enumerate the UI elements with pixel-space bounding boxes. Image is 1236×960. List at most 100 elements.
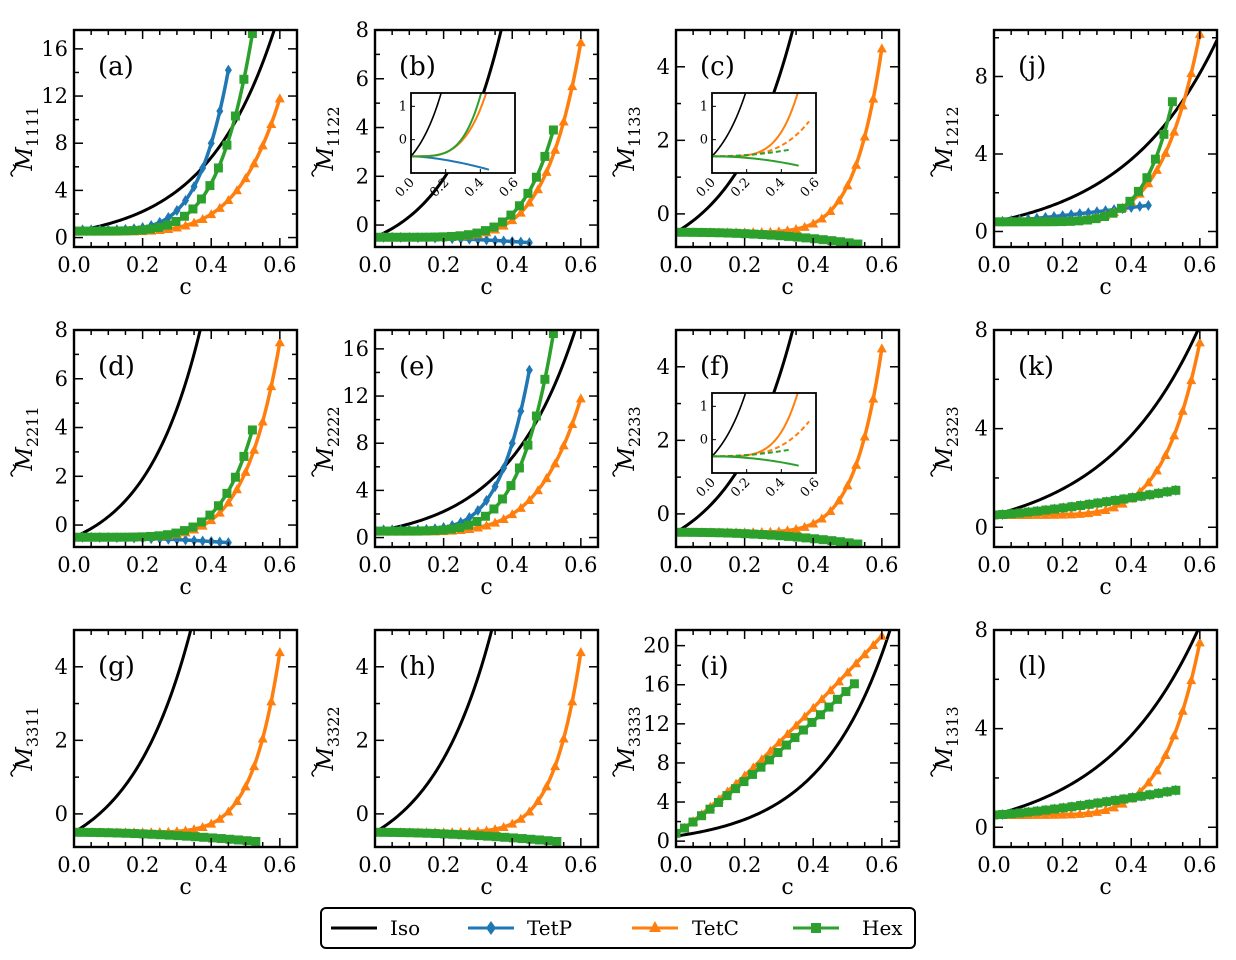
marker-hex-i-10 (756, 762, 766, 772)
marker-hex-d-16 (205, 510, 215, 520)
marker-hex-a-13 (179, 211, 189, 221)
marker-tetc-b-24 (575, 37, 586, 47)
marker-tetc-f-23 (868, 393, 879, 403)
xtick-label-k-2: 0.4 (1115, 553, 1148, 577)
marker-hex-h-21 (552, 836, 562, 846)
marker-hex-l-3 (1015, 808, 1025, 818)
marker-hex-g-13 (182, 831, 192, 841)
xtick-label-c-1: 0.2 (728, 253, 761, 277)
ytick-label-i-5: 20 (643, 634, 670, 658)
ytick-label-g-1: 2 (55, 728, 68, 752)
legend-frame (320, 907, 916, 949)
marker-hex-k-12 (1093, 498, 1103, 508)
ylabel-tilde-l (930, 763, 936, 778)
marker-tetc-e-14 (490, 517, 501, 527)
marker-hex-g-5 (112, 828, 122, 838)
marker-tetc-a-16 (206, 209, 217, 219)
ylabel-base-i: M (614, 746, 640, 772)
marker-hex-f-14 (792, 532, 802, 542)
panel-d: 0.0 0.2 0.4 0.6 0 2 4 6 8 c M2211 (d) (10, 318, 299, 600)
marker-hex-d-8 (137, 532, 147, 542)
marker-tetc-f-16 (808, 518, 819, 528)
ylabel-e: M2222 (311, 406, 343, 478)
marker-tetc-i-13 (782, 728, 793, 738)
inset-line-hex-b (411, 93, 483, 158)
marker-hex-a-4 (103, 226, 113, 236)
legend-entry-hex: Hex (793, 916, 903, 940)
marker-hex-g-10 (156, 830, 166, 840)
xtick-label-k-0: 0.0 (977, 553, 1010, 577)
marker-tetc-a-17 (214, 202, 225, 212)
marker-hex-k-7 (1050, 504, 1060, 514)
xtick-label-f-3: 0.6 (865, 553, 898, 577)
panel-a: 0.0 0.2 0.4 0.6 0 4 8 12 16 c M1111 (a) (10, 28, 299, 300)
marker-hex-i-17 (815, 710, 825, 720)
marker-tetp-d-13 (182, 534, 189, 546)
marker-hex-d-17 (213, 501, 223, 511)
ytick-label-a-1: 4 (55, 178, 68, 202)
legend-marker-hex (811, 923, 821, 933)
marker-hex-d-3 (94, 532, 104, 542)
ylabel-l: M1313 (930, 706, 962, 778)
marker-hex-c-10 (758, 230, 768, 240)
marker-tetc-j-18 (1143, 178, 1154, 188)
marker-tetp-b-15 (500, 235, 508, 247)
xtick-label-a-3: 0.6 (263, 253, 296, 277)
svg-text:M1212: M1212 (932, 106, 962, 171)
ytick-label-g-2: 4 (55, 655, 68, 679)
marker-hex-a-6 (120, 226, 130, 236)
marker-hex-d-5 (111, 532, 121, 542)
marker-hex-l-17 (1136, 791, 1146, 801)
series-line-iso-f (676, 330, 795, 534)
xtick-label-e-1: 0.2 (427, 553, 460, 577)
inset-line-iso-b (411, 93, 442, 157)
marker-tetc-i-19 (833, 676, 844, 686)
marker-tetc-e-23 (567, 418, 578, 428)
inset-line-hex-dashed-f (712, 448, 791, 458)
plot-area-g (74, 630, 285, 846)
marker-tetc-e-20 (541, 473, 552, 483)
marker-hex-j-19 (1150, 154, 1160, 164)
marker-hex-f-2 (688, 527, 698, 537)
marker-tetc-j-22 (1177, 100, 1188, 110)
inset-frame-f (711, 392, 817, 474)
marker-tetp-a-13 (182, 194, 189, 206)
marker-tetc-l-19 (1151, 765, 1162, 775)
marker-hex-b-14 (489, 222, 499, 232)
marker-hex-l-14 (1110, 795, 1120, 805)
marker-hex-a-12 (171, 216, 181, 226)
marker-hex-h-5 (413, 828, 423, 838)
xtick-label-e-3: 0.6 (564, 553, 597, 577)
marker-hex-b-20 (540, 151, 550, 161)
marker-hex-l-5 (1032, 806, 1042, 816)
ytick-label-b-4: 8 (356, 18, 369, 42)
legend-marker-tetc (649, 921, 661, 932)
marker-tetc-h-14 (490, 824, 501, 834)
marker-tetc-k-18 (1143, 477, 1154, 487)
marker-tetc-h-23 (567, 696, 578, 706)
series-line-iso-b (375, 30, 503, 239)
marker-tetc-f-19 (833, 495, 844, 505)
panel-tag-c: (c) (700, 52, 735, 82)
xlabel-g: c (179, 875, 191, 900)
marker-tetp-a-11 (164, 212, 172, 224)
marker-tetc-g-19 (231, 796, 242, 806)
marker-hex-l-7 (1050, 804, 1060, 814)
ylabel-j: M1212 (930, 106, 962, 178)
marker-hex-g-9 (147, 829, 157, 839)
marker-hex-b-19 (531, 172, 541, 182)
marker-hex-k-5 (1032, 506, 1042, 516)
marker-hex-g-11 (164, 830, 174, 840)
xlabel-e: c (480, 575, 492, 600)
marker-hex-l-4 (1024, 807, 1034, 817)
ytick-label-l-0: 0 (975, 815, 988, 839)
marker-tetc-k-13 (1100, 505, 1111, 515)
xtick-label-c-2: 0.4 (797, 253, 830, 277)
marker-tetc-e-12 (472, 522, 483, 532)
marker-hex-e-4 (404, 526, 414, 536)
marker-hex-e-18 (523, 440, 533, 450)
ytick-label-j-2: 8 (975, 65, 988, 89)
marker-tetc-i-10 (756, 754, 767, 764)
